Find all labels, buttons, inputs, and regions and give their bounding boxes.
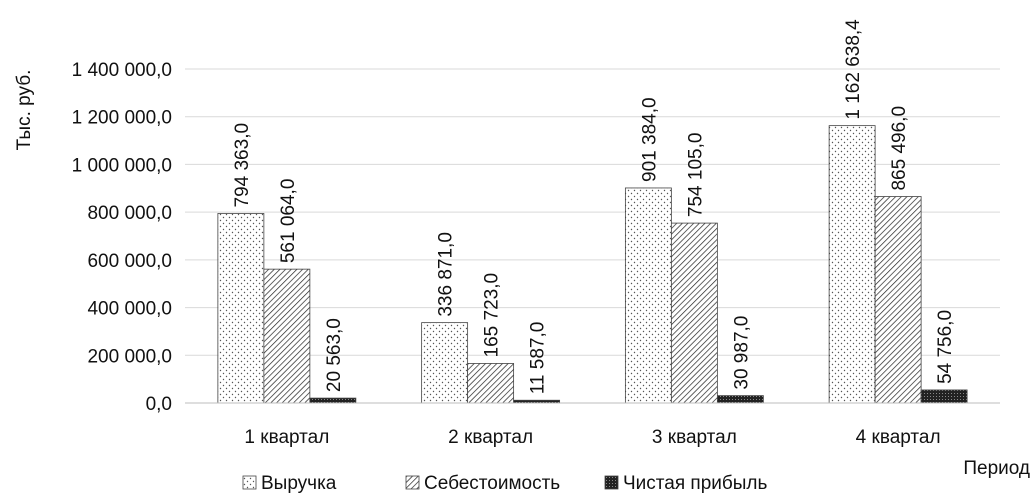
- data-label: 754 105,0: [685, 133, 706, 218]
- data-label: 20 563,0: [324, 318, 345, 392]
- data-label: 336 871,0: [436, 232, 457, 317]
- bar: [716, 395, 764, 404]
- data-label: 1 162 638,4: [843, 19, 864, 120]
- y-tick-label: 1 000 000,0: [72, 155, 172, 176]
- data-label: 561 064,0: [278, 179, 299, 264]
- legend-swatch: [604, 475, 619, 490]
- bar: [670, 222, 718, 404]
- data-labels: 794 363,0 561 064,0 20 563,0 336 871,0 165 7…: [232, 19, 956, 394]
- y-axis-ticks: 0,0 200 000,0 400 000,0 600 000,0 800 000,0 1…: [72, 60, 172, 415]
- data-label: 865 496,0: [889, 106, 910, 191]
- y-tick-label: 0,0: [146, 394, 172, 415]
- bar: [920, 389, 968, 404]
- y-tick-label: 600 000,0: [87, 251, 172, 272]
- legend-label: Выручка: [261, 473, 337, 494]
- data-label: 30 987,0: [731, 316, 752, 390]
- legend-swatch: [405, 475, 420, 490]
- legend-label: Себестоимость: [424, 473, 560, 494]
- legend-label: Чистая прибыль: [623, 473, 767, 494]
- bar: [309, 397, 357, 404]
- data-label: 165 723,0: [482, 273, 503, 358]
- data-label: 54 756,0: [935, 310, 956, 384]
- y-tick-label: 200 000,0: [87, 346, 172, 367]
- bar: [874, 196, 922, 404]
- x-axis-ticks: 1 квартал 2 квартал 3 квартал 4 квартал: [244, 427, 940, 448]
- y-tick-label: 400 000,0: [87, 299, 172, 320]
- bars: [217, 125, 968, 404]
- x-axis-label: Период: [963, 458, 1030, 479]
- y-tick-label: 1 400 000,0: [72, 60, 172, 81]
- y-tick-label: 800 000,0: [87, 203, 172, 224]
- x-tick-label: 1 квартал: [244, 427, 329, 448]
- bar: [624, 187, 672, 404]
- x-tick-label: 4 квартал: [856, 427, 941, 448]
- legend: Выручка Себестоимость Чистая прибыль: [242, 473, 767, 494]
- bar: [217, 213, 265, 404]
- bar: [467, 363, 515, 404]
- x-tick-label: 3 квартал: [652, 427, 737, 448]
- grid-lines: [185, 68, 1000, 356]
- bar: [263, 268, 311, 404]
- bar: [828, 125, 876, 404]
- x-tick-label: 2 квартал: [448, 427, 533, 448]
- data-label: 901 384,0: [639, 97, 660, 182]
- bar: [421, 322, 469, 404]
- data-label: 794 363,0: [232, 123, 253, 208]
- y-tick-label: 1 200 000,0: [72, 108, 172, 129]
- legend-swatch: [242, 475, 257, 490]
- data-label: 11 587,0: [528, 322, 549, 395]
- y-axis-label: Тыс. руб.: [14, 70, 35, 151]
